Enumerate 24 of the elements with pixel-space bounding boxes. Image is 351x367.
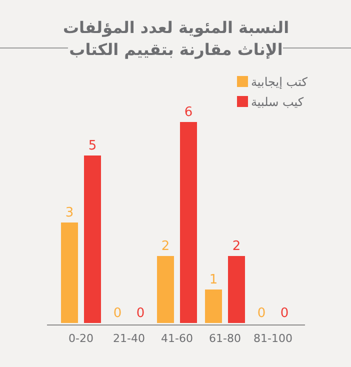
data-label: 2 xyxy=(232,239,241,254)
x-tick-label: 0-20 xyxy=(68,332,94,345)
data-label: 0 xyxy=(136,306,145,321)
bar xyxy=(84,156,101,323)
x-tick-label: 41-60 xyxy=(161,332,193,345)
bar xyxy=(61,222,78,323)
data-label: 0 xyxy=(280,306,289,321)
legend-label: كتب إيجابية xyxy=(251,75,308,89)
x-tick-label: 81-100 xyxy=(254,332,292,345)
data-label: 3 xyxy=(65,206,74,220)
data-label: 1 xyxy=(209,272,218,288)
bar xyxy=(228,256,245,323)
bar xyxy=(180,122,197,323)
data-label: 0 xyxy=(113,306,122,321)
data-label: 0 xyxy=(257,306,266,321)
bar xyxy=(205,290,222,323)
x-tick-label: 21-40 xyxy=(113,332,145,345)
bar xyxy=(157,256,174,323)
legend-label: كيب سلبية xyxy=(251,95,304,109)
chart-title: النسبة المئوية لعدد المؤلفات الإناث مقارنة بتقييم الكتاب xyxy=(62,18,290,59)
x-tick-label: 61-80 xyxy=(209,332,241,345)
data-label: 6 xyxy=(184,105,193,120)
data-label: 2 xyxy=(161,239,170,254)
data-label: 5 xyxy=(88,138,97,154)
